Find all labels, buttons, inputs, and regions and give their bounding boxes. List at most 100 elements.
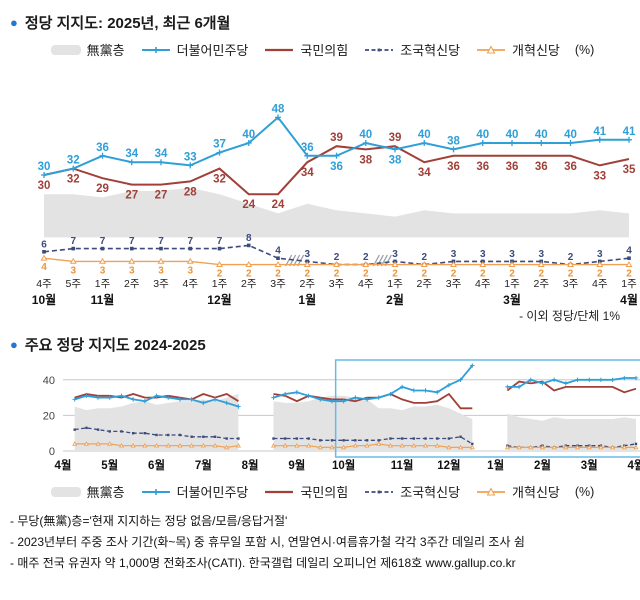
- svg-text:2: 2: [363, 252, 369, 263]
- section2-header: ● 주요 정당 지지도 2024-2025: [10, 334, 636, 355]
- chart2-legend: 無黨층 더불어민주당 국민의힘 조국혁신당 개혁신당 (%): [8, 482, 636, 501]
- svg-text:7: 7: [158, 236, 164, 247]
- svg-text:4주: 4주: [36, 278, 52, 290]
- legend-label: 더불어민주당: [176, 485, 249, 500]
- svg-text:28: 28: [184, 186, 197, 198]
- mudang-band: [74, 394, 636, 451]
- svg-text:38: 38: [359, 154, 372, 166]
- svg-text:3: 3: [70, 265, 76, 276]
- section1-title: 정당 지지도: 2025년, 최근 6개월: [24, 15, 231, 32]
- svg-text:1주: 1주: [387, 278, 403, 290]
- svg-text:32: 32: [67, 155, 80, 167]
- svg-text:40: 40: [506, 129, 519, 141]
- recent-6months-party-support-chart: 3030323236293427342733283732402448243634…: [32, 103, 638, 307]
- kukhim-swatch-icon: [265, 48, 294, 51]
- legend-label: 국민의힘: [300, 485, 349, 500]
- svg-text:3: 3: [480, 249, 486, 260]
- svg-text:1주: 1주: [212, 278, 228, 290]
- legend-item-minju: 더불어민주당: [140, 40, 248, 59]
- svg-text:27: 27: [125, 190, 138, 202]
- svg-text:4: 4: [626, 246, 632, 257]
- svg-text:40: 40: [564, 129, 577, 141]
- svg-text:2: 2: [363, 269, 369, 280]
- svg-text:3: 3: [100, 265, 106, 276]
- svg-text:48: 48: [272, 103, 285, 115]
- legend-label: 조국혁신당: [400, 485, 461, 500]
- svg-text:6: 6: [41, 239, 47, 250]
- svg-text:4주: 4주: [592, 278, 608, 290]
- svg-text:29: 29: [96, 183, 109, 195]
- svg-text:34: 34: [125, 148, 138, 160]
- legend-label: 개혁신당: [512, 485, 560, 500]
- minju-line: [41, 114, 632, 178]
- svg-text:36: 36: [330, 161, 343, 173]
- svg-text:36: 36: [476, 161, 489, 173]
- svg-text:3주: 3주: [563, 278, 579, 290]
- svg-text:24: 24: [242, 199, 255, 211]
- svg-text:7: 7: [129, 236, 135, 247]
- svg-text:7: 7: [70, 236, 76, 247]
- svg-text:3: 3: [304, 249, 310, 260]
- svg-text:36: 36: [506, 161, 519, 173]
- svg-text:2: 2: [509, 269, 515, 280]
- legend-unit: (%): [574, 484, 595, 499]
- svg-text:2: 2: [392, 269, 398, 280]
- svg-text:36: 36: [96, 142, 109, 154]
- svg-text:7월: 7월: [195, 458, 212, 472]
- svg-text:37: 37: [213, 139, 226, 151]
- svg-text:3: 3: [451, 249, 457, 260]
- svg-text:1주: 1주: [95, 278, 111, 290]
- legend-item-jokuk: 조국혁신당: [363, 40, 460, 59]
- svg-text:1월: 1월: [487, 458, 504, 472]
- mudang-swatch-icon: [50, 44, 81, 55]
- svg-text:7: 7: [100, 236, 106, 247]
- svg-text:36: 36: [301, 142, 314, 154]
- svg-text:30: 30: [38, 161, 51, 173]
- svg-text:41: 41: [623, 126, 636, 138]
- svg-text:20: 20: [43, 410, 55, 422]
- svg-text:36: 36: [447, 161, 460, 173]
- svg-text:32: 32: [213, 174, 226, 186]
- legend-label: 개혁신당: [512, 43, 560, 58]
- svg-text:2: 2: [334, 269, 340, 280]
- svg-text:12월: 12월: [207, 292, 231, 307]
- legend-item-kukhim: 국민의힘: [263, 482, 348, 501]
- svg-text:34: 34: [418, 167, 431, 179]
- svg-text:34: 34: [301, 167, 314, 179]
- legend-item-kukhim: 국민의힘: [263, 40, 348, 59]
- svg-text:40: 40: [418, 129, 431, 141]
- svg-text:3: 3: [597, 249, 603, 260]
- jokuk-swatch-icon: [365, 490, 394, 493]
- svg-text:3: 3: [158, 265, 164, 276]
- svg-text:4월: 4월: [620, 292, 638, 307]
- svg-text:3월: 3월: [503, 292, 521, 307]
- legend-item-jokuk: 조국혁신당: [363, 482, 460, 501]
- svg-text:2: 2: [334, 252, 340, 263]
- svg-text:38: 38: [389, 154, 402, 166]
- svg-text:1월: 1월: [298, 292, 316, 307]
- svg-text:2: 2: [626, 269, 632, 280]
- svg-text:9월: 9월: [288, 458, 305, 472]
- svg-text:2: 2: [568, 269, 574, 280]
- svg-text:40: 40: [359, 129, 372, 141]
- svg-text:40: 40: [43, 375, 55, 387]
- svg-text:8월: 8월: [242, 458, 259, 472]
- legend-label: 無黨층: [86, 43, 125, 58]
- recent-6months-highlight-box: [334, 359, 640, 458]
- svg-text:6월: 6월: [148, 458, 165, 472]
- chart1-legend: 無黨층 더불어민주당 국민의힘 조국혁신당 개혁신당 (%): [8, 40, 636, 59]
- svg-text:2: 2: [421, 252, 427, 263]
- svg-text:2월: 2월: [534, 458, 551, 472]
- legend-unit: (%): [574, 42, 595, 57]
- svg-text:4월: 4월: [628, 458, 640, 472]
- svg-text:4월: 4월: [55, 458, 72, 472]
- svg-text:3: 3: [392, 249, 398, 260]
- footnote-line: - 매주 전국 유권자 약 1,000명 전화조사(CATI). 한국갤럽 데일…: [10, 556, 516, 570]
- mudang-swatch-icon: [50, 486, 81, 497]
- svg-text:3: 3: [187, 265, 193, 276]
- gaehyuk-line: [40, 254, 633, 267]
- yearly-party-support-chart: 0 20 40 4월 5월 6월 7월 8월 9월 10월 11월 12월 1월 2월 3월 4월: [43, 359, 640, 472]
- svg-text:2주: 2주: [534, 278, 550, 290]
- svg-text:1주: 1주: [621, 278, 637, 290]
